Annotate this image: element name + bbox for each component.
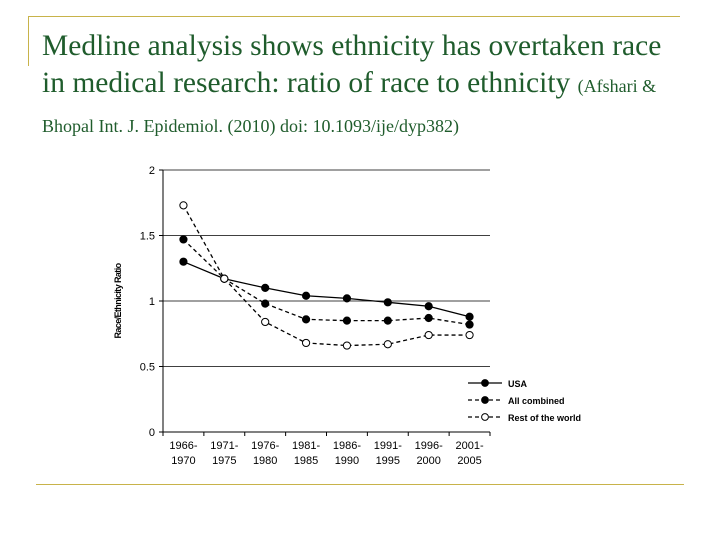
x-tick-label: 1991-: [374, 440, 402, 452]
top-accent-line: [28, 16, 680, 17]
data-point: [179, 235, 188, 244]
series-line: [183, 261, 470, 318]
x-tick-label: 1981-: [292, 440, 320, 452]
title-line-1: Medline analysis shows ethnicity has ove…: [42, 30, 662, 62]
data-point: [301, 291, 311, 300]
title-line-2: in medical research: ratio of race to et…: [42, 67, 571, 99]
x-tick-label: 1966-: [169, 440, 197, 452]
y-axis-title: Race/Ethnicity Ratio: [113, 262, 123, 338]
x-tick-label: 1990: [335, 455, 359, 467]
data-point: [383, 316, 392, 325]
y-tick-label: 2: [149, 165, 155, 177]
y-tick-label: 0: [149, 427, 155, 439]
legend-swatch-marker: [481, 413, 489, 421]
data-point: [465, 330, 474, 340]
x-tick-label: 1985: [294, 455, 318, 467]
data-point: [424, 330, 433, 340]
y-tick-label: 1: [149, 296, 155, 308]
data-point: [424, 302, 433, 311]
left-accent-line: [28, 16, 29, 66]
legend-label: USA: [508, 379, 528, 389]
x-tick-label: 2000: [416, 455, 440, 467]
data-point: [261, 299, 270, 308]
x-tick-label: 1986-: [333, 440, 361, 452]
data-point: [383, 340, 392, 349]
citation-part-2: Bhopal Int. J. Epidemiol. (2010) doi: 10…: [42, 116, 459, 136]
legend-label: Rest of the world: [508, 413, 581, 423]
x-tick-label: 1980: [253, 455, 277, 467]
series-line: [182, 238, 470, 326]
data-point: [179, 257, 188, 266]
bottom-accent-line: [36, 484, 684, 485]
data-point: [301, 338, 311, 348]
data-point: [342, 341, 352, 350]
citation-part-1: (Afshari &: [577, 76, 657, 96]
legend-label: All combined: [508, 396, 565, 406]
data-point: [261, 283, 270, 292]
data-point: [220, 274, 229, 283]
data-point: [383, 298, 392, 307]
x-tick-label: 2001-: [455, 440, 483, 452]
legend-swatch-marker: [481, 379, 489, 387]
y-tick-label: 1.5: [140, 231, 155, 243]
x-tick-label: 1996-: [415, 440, 443, 452]
x-tick-label: 1975: [212, 455, 236, 467]
data-point: [465, 312, 474, 321]
legend-swatch-marker: [481, 396, 489, 404]
data-point: [342, 316, 352, 325]
y-tick-label: 0.5: [140, 362, 155, 374]
x-tick-label: 1970: [171, 455, 195, 467]
slide-title: Medline analysis shows ethnicity has ove…: [42, 28, 702, 145]
data-point: [424, 313, 433, 323]
x-tick-label: 2005: [457, 455, 481, 467]
x-tick-label: 1995: [376, 455, 400, 467]
data-point: [465, 320, 474, 329]
data-point: [179, 201, 188, 210]
x-tick-label: 1976-: [251, 440, 279, 452]
data-point: [261, 317, 270, 327]
series-line: [182, 205, 470, 347]
data-point: [301, 315, 311, 324]
x-tick-label: 1971-: [210, 440, 238, 452]
data-point: [342, 294, 352, 303]
